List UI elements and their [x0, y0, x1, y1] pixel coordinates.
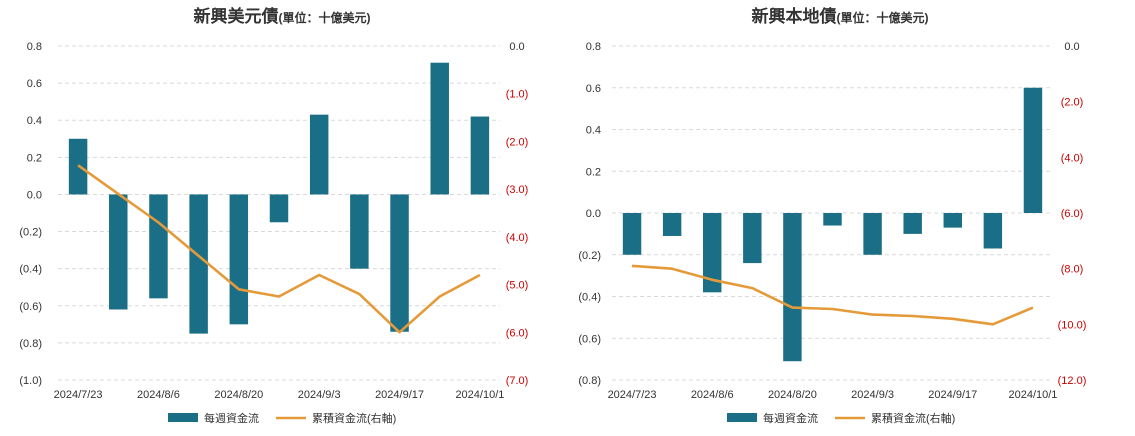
left-tick-label: (0.8) [578, 375, 601, 387]
chart-2: 新興本地債(單位：十億美元) 0.8 0.6 0.4 0.2 0.0 (0.2) (0.4) (… [578, 6, 1086, 425]
left-tick-label: (0.6) [578, 333, 601, 345]
right-tick-label: (7.0) [506, 375, 529, 387]
bar-weekly-flow [470, 116, 490, 195]
legend-bar-swatch [168, 413, 198, 422]
bar-weekly-flow [943, 213, 962, 228]
right-tick-label: (6.0) [506, 327, 529, 339]
right-tick-label: (8.0) [1061, 264, 1084, 276]
x-tick-label: 2024/7/23 [54, 389, 103, 401]
line-cumulative-flow [77, 164, 481, 334]
chart-title-main: 新興美元債 [194, 6, 279, 26]
right-tick-label: (10.0) [1058, 319, 1087, 331]
bar-weekly-flow [1023, 87, 1043, 213]
left-tick-label: (1.0) [19, 375, 42, 387]
legend-line-label: 累積資金流(右軸) [871, 411, 955, 425]
right-tick-label: (3.0) [506, 184, 529, 196]
bar-weekly-flow [269, 194, 289, 223]
left-tick-label: 0.4 [27, 115, 42, 127]
chart-title-unit: (單位：十億美元) [837, 10, 929, 25]
left-tick-label: 0.2 [586, 166, 601, 178]
left-tick-label: 0.8 [586, 41, 601, 53]
x-tick-label: 2024/9/3 [298, 389, 341, 401]
left-tick-label: 0.6 [27, 78, 42, 90]
left-tick-label: 0.2 [27, 152, 42, 164]
x-tick-label: 2024/9/17 [375, 389, 424, 401]
left-tick-label: (0.2) [578, 250, 601, 262]
x-tick-label: 2024/9/17 [928, 389, 977, 401]
legend-bar-label: 每週資金流 [763, 411, 818, 425]
bar-weekly-flow [189, 194, 208, 334]
bar-weekly-flow [863, 213, 882, 255]
chart-legend: 每週資金流 累積資金流(右軸) [727, 411, 955, 425]
bar-weekly-flow [743, 213, 762, 264]
right-tick-label: (2.0) [1061, 97, 1084, 109]
legend-bar-swatch [727, 413, 757, 422]
left-tick-label: 0.6 [586, 83, 601, 95]
right-tick-label: (5.0) [506, 280, 529, 292]
right-tick-label: 0.0 [509, 41, 524, 53]
left-tick-label: (0.4) [578, 292, 601, 304]
x-tick-label: 2024/7/23 [608, 389, 657, 401]
right-tick-label: (2.0) [506, 136, 529, 148]
x-tick-label: 2024/8/20 [768, 389, 817, 401]
bar-weekly-flow [390, 194, 409, 332]
chart-title: 新興美元債(單位：十億美元) [194, 6, 371, 26]
bar-weekly-flow [703, 213, 722, 293]
left-tick-label: (0.8) [19, 338, 42, 350]
x-tick-label: 2024/8/6 [137, 389, 180, 401]
left-tick-label: (0.4) [19, 264, 42, 276]
chart-title: 新興本地債(單位：十億美元) [752, 6, 929, 26]
bar-weekly-flow [350, 194, 369, 269]
bar-weekly-flow [662, 213, 682, 236]
right-tick-label: (4.0) [506, 232, 529, 244]
bar-weekly-flow [622, 213, 642, 255]
bar-weekly-flow [229, 194, 249, 325]
left-tick-label: (0.2) [19, 227, 42, 239]
chart-title-main: 新興本地債 [752, 6, 837, 26]
bar-weekly-flow [309, 114, 329, 195]
right-tick-label: (1.0) [506, 89, 529, 101]
legend-bar-label: 每週資金流 [204, 411, 259, 425]
x-tick-label: 2024/9/3 [851, 389, 894, 401]
legend-line-label: 累積資金流(右軸) [312, 411, 396, 425]
x-tick-label: 2024/8/20 [214, 389, 263, 401]
x-tick-label: 2024/10/1 [455, 389, 504, 401]
left-tick-label: 0.8 [27, 41, 42, 53]
bar-weekly-flow [149, 194, 168, 299]
bar-weekly-flow [430, 62, 449, 195]
x-tick-label: 2024/8/6 [691, 389, 734, 401]
x-tick-label: 2024/10/1 [1008, 389, 1057, 401]
chart-title-unit: (單位：十億美元) [279, 10, 371, 25]
line-cumulative-flow [631, 264, 1034, 326]
right-tick-label: (12.0) [1058, 375, 1087, 387]
chart-1: 新興美元債(單位：十億美元) 0.8 0.6 0.4 0.2 0.0 (0.2) (0.4) (… [19, 6, 528, 425]
bar-weekly-flow [823, 213, 842, 226]
left-tick-label: (0.6) [19, 301, 42, 313]
left-tick-label: 0.0 [27, 189, 42, 201]
left-tick-label: 0.0 [586, 208, 601, 220]
bar-weekly-flow [783, 213, 802, 362]
right-tick-label: 0.0 [1064, 41, 1079, 53]
left-tick-label: 0.4 [586, 125, 601, 137]
bar-weekly-flow [109, 194, 128, 310]
right-tick-label: (6.0) [1061, 208, 1084, 220]
chart-legend: 每週資金流 累積資金流(右軸) [168, 411, 396, 425]
right-tick-label: (4.0) [1061, 152, 1084, 164]
bar-weekly-flow [983, 213, 1003, 249]
bar-weekly-flow [903, 213, 922, 234]
